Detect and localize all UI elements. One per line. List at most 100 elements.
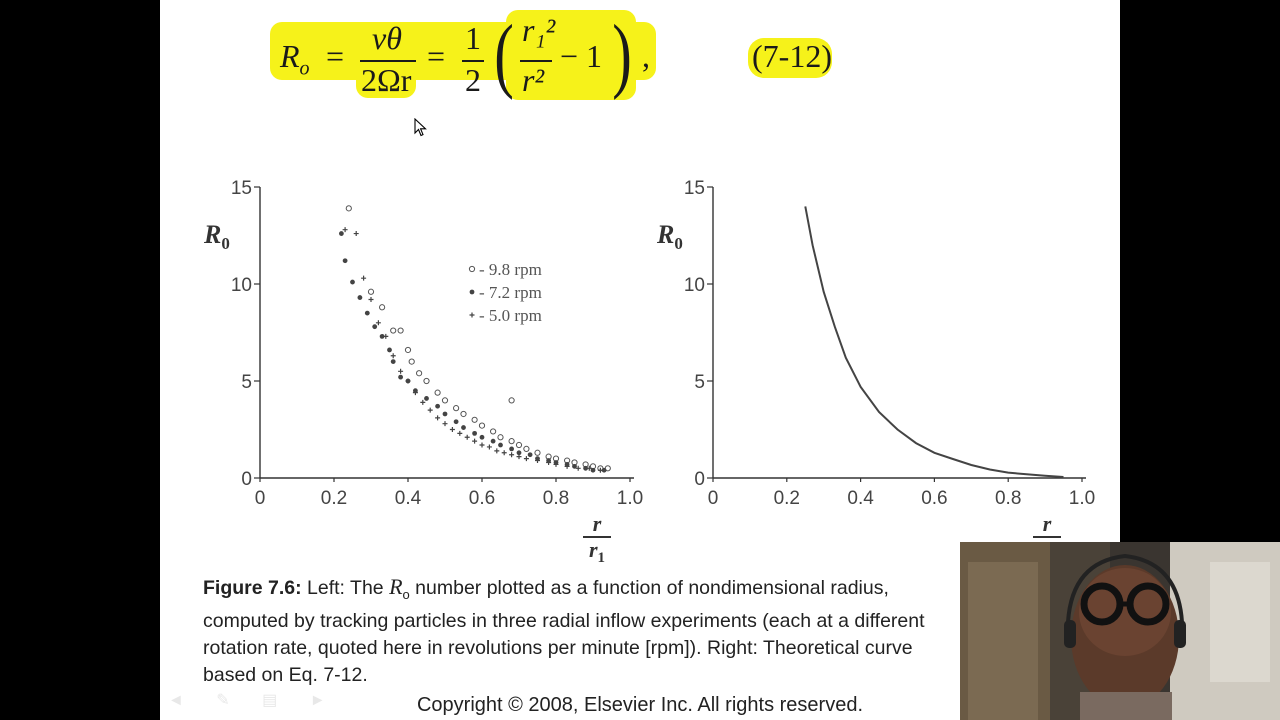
legend-label: - 5.0 rpm [479,306,542,325]
data-point-7-2-rpm [372,324,378,330]
x-tick-label: 0.8 [995,488,1021,509]
legend-marker [469,312,475,318]
data-point-5-0-rpm [501,450,507,456]
y-tick-label: 0 [241,469,252,490]
y-tick-label: 0 [694,469,705,490]
x-tick-label: 0 [708,488,719,509]
y-tick-label: 5 [241,372,252,393]
left-plot: 0 5 10 15 0 0.2 0.4 0.6 0.8 1.0 R0 - 9.8 rpm - 7.2 r… [203,178,643,566]
data-point-7-2-rpm [601,467,607,473]
data-point-7-2-rpm [572,463,577,469]
x-tick-label: 0.6 [469,488,495,509]
data-point-5-0-rpm [353,231,359,237]
data-point-5-0-rpm [442,421,448,427]
figure-plots: 0 5 10 15 0 0.2 0.4 0.6 0.8 1.0 R0 - 9.8 rpm - 7.2 r… [203,178,1095,566]
data-point-5-0-rpm [472,438,478,444]
data-point-5-0-rpm [479,442,485,448]
data-point-7-2-rpm [461,425,466,430]
x-tick-label: 0.4 [395,488,422,509]
data-point-7-2-rpm [516,450,522,456]
x-tick-label: 1.0 [1069,488,1095,509]
data-point-5-0-rpm [435,415,441,421]
data-point-5-0-rpm [412,390,418,396]
eq-paren-numerator: r₁² [522,12,556,48]
eq-half-den: 2 [465,62,481,98]
data-point-5-0-rpm [523,456,529,462]
data-point-7-2-rpm [379,333,385,339]
data-point-9-8-rpm [460,410,467,418]
data-point-9-8-rpm [397,327,404,334]
data-point-9-8-rpm [404,346,412,354]
data-point-5-0-rpm [390,353,396,359]
caption-text-2: number plotted as a function of nondimen… [409,577,889,599]
data-point-9-8-rpm [534,449,541,456]
data-point-9-8-rpm [441,397,449,404]
data-point-9-8-rpm [434,389,441,396]
y-tick-label: 10 [231,275,252,296]
data-point-7-2-rpm [490,438,496,444]
equation-number: (7-12) [752,38,832,74]
eq-denominator-1: 2Ωr [361,62,412,98]
equation-highlight-fraction [356,58,416,98]
data-point-9-8-rpm [423,377,430,385]
y-tick-label: 15 [231,178,252,199]
data-point-9-8-rpm [416,370,423,377]
x-axis-label-numerator: r [593,511,602,536]
slide: Ro = vθ 2Ωr = 1 2 ( r₁² r² − 1 ) , (7-12… [160,0,1120,720]
nav-arrows-icon[interactable]: ◄ ✎ ▤ ► [168,692,340,709]
data-point-7-2-rpm [509,446,514,452]
equation-highlight-paren [506,10,636,100]
eq-numerator-1: vθ [372,20,402,56]
data-point-7-2-rpm [424,396,429,401]
data-point-7-2-rpm [350,279,355,285]
y-tick-label: 10 [684,275,705,296]
data-point-7-2-rpm [453,419,459,425]
data-point-7-2-rpm [527,452,533,458]
y-tick-label: 5 [694,372,705,393]
x-tick-label: 1.0 [617,488,643,509]
data-point-5-0-rpm [383,333,389,339]
theory-curve [804,206,1064,478]
data-point-7-2-rpm [390,359,396,364]
legend-marker [468,265,476,273]
right-plot: 0 5 10 15 0 0.2 0.4 0.6 0.8 1.0 R0 r [656,178,1095,538]
x-tick-label: 0.6 [921,488,947,509]
eq-comma: , [642,38,650,74]
caption-symbol: R [389,574,403,599]
data-point-9-8-rpm [478,422,486,429]
data-point-5-0-rpm [342,227,348,233]
data-point-5-0-rpm [553,461,559,467]
eq-left-paren: ( [494,8,514,101]
data-point-7-2-rpm [442,411,448,417]
data-point-9-8-rpm [379,304,386,311]
data-point-5-0-rpm [575,465,581,471]
data-point-9-8-rpm [508,438,515,445]
x-axis-label-numerator: r [1043,511,1052,536]
legend-marker [469,289,475,295]
caption-label: Figure 7.6: [203,577,302,599]
equation-number-highlight [748,38,832,78]
caption-line-3: rotation rate, quoted here in revolution… [203,636,913,659]
data-point-5-0-rpm [405,378,411,384]
data-point-7-2-rpm [583,465,588,471]
eq-half-num: 1 [465,20,481,56]
data-point-5-0-rpm [597,467,603,473]
eq-right-paren: ) [612,8,632,101]
data-point-9-8-rpm [408,358,415,365]
x-tick-label: 0.2 [774,488,800,509]
caption-line-2: computed by tracking particles in three … [203,609,925,632]
data-point-5-0-rpm [420,399,426,405]
data-point-9-8-rpm [471,416,478,423]
eq-equals-1: = [326,38,345,74]
data-point-9-8-rpm [453,405,460,412]
data-point-7-2-rpm [472,430,477,436]
data-point-9-8-rpm [345,205,352,212]
data-point-5-0-rpm [516,454,522,460]
data-point-7-2-rpm [387,347,392,353]
x-tick-label: 0.2 [321,488,347,509]
caption-line-1: Figure 7.6: Left: The Ro number plotted … [203,573,983,608]
data-point-5-0-rpm [535,458,540,464]
data-point-7-2-rpm [435,403,440,409]
data-point-9-8-rpm [497,434,504,441]
caption-line-4: based on Eq. 7-12. [203,663,368,686]
